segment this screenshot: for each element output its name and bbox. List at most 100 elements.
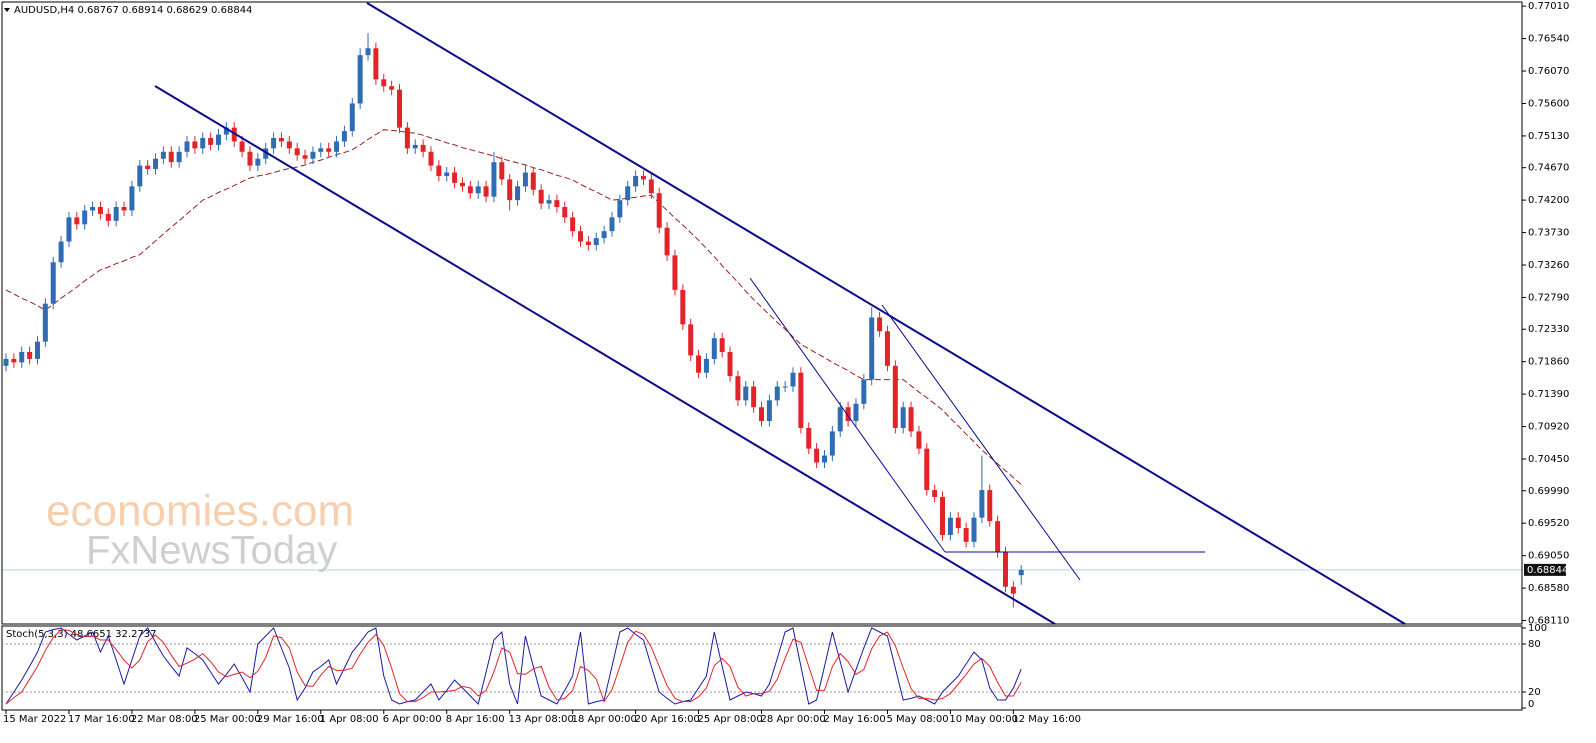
candle-body bbox=[884, 331, 890, 366]
candle-body bbox=[286, 141, 292, 149]
candle-body bbox=[995, 521, 1001, 553]
candle-body bbox=[318, 148, 324, 152]
x-tick-label: 12 May 16:00 bbox=[1012, 714, 1081, 725]
candle-body bbox=[483, 186, 489, 197]
candle-body bbox=[349, 103, 355, 132]
stoch-line bbox=[5, 629, 1022, 705]
candle-body bbox=[452, 172, 458, 183]
candle-body bbox=[263, 148, 269, 159]
candle-body bbox=[806, 427, 812, 449]
candle-body bbox=[664, 227, 670, 256]
candle-body bbox=[821, 455, 827, 463]
candle-body bbox=[869, 317, 875, 380]
y-tick-label: 0.75600 bbox=[1528, 98, 1569, 109]
candle-body bbox=[932, 490, 938, 497]
y-tick-label: 100 bbox=[1528, 623, 1547, 634]
candle-body bbox=[546, 200, 552, 204]
candle-body bbox=[680, 289, 686, 325]
candle-body bbox=[719, 338, 725, 353]
candle-body bbox=[845, 407, 851, 422]
candle-body bbox=[916, 431, 922, 449]
candle-body bbox=[861, 379, 867, 404]
x-tick-label: 1 Apr 08:00 bbox=[320, 714, 379, 725]
x-tick-label: 29 Mar 16:00 bbox=[257, 714, 324, 725]
x-tick-label: 25 Apr 08:00 bbox=[698, 714, 763, 725]
candle-body bbox=[593, 238, 599, 246]
candle-body bbox=[278, 137, 284, 142]
candle-body bbox=[3, 358, 9, 366]
candle-body bbox=[790, 372, 796, 387]
x-tick-label: 2 May 16:00 bbox=[823, 714, 885, 725]
candle-body bbox=[743, 386, 749, 401]
trend-line bbox=[749, 277, 946, 553]
candle-body bbox=[782, 386, 788, 388]
candle-body bbox=[656, 193, 662, 228]
candle-body bbox=[625, 186, 631, 201]
x-tick-label: 25 Mar 00:00 bbox=[194, 714, 261, 725]
candle-body bbox=[562, 207, 568, 218]
candle-body bbox=[27, 352, 33, 359]
candle-body bbox=[648, 179, 654, 194]
y-tick-label: 20 bbox=[1528, 687, 1541, 698]
x-tick-label: 13 Apr 08:00 bbox=[509, 714, 574, 725]
candle-body bbox=[192, 141, 198, 149]
candle-body bbox=[522, 172, 528, 187]
candle-body bbox=[727, 352, 733, 377]
candle-body bbox=[578, 231, 584, 242]
candle-body bbox=[703, 358, 709, 373]
candle-body bbox=[66, 217, 72, 242]
channel-line bbox=[154, 85, 1056, 625]
candle-body bbox=[113, 207, 119, 221]
candle-body bbox=[530, 172, 536, 190]
candle-body bbox=[585, 241, 591, 246]
candle-body bbox=[979, 490, 985, 518]
y-tick-label: 0.69050 bbox=[1528, 551, 1569, 562]
candle-body bbox=[215, 134, 221, 145]
candle-body bbox=[404, 127, 410, 149]
candle-body bbox=[853, 403, 859, 422]
candle-body bbox=[239, 141, 245, 152]
watermark: FxNewsToday bbox=[86, 529, 337, 573]
candle-body bbox=[381, 79, 387, 87]
candle-body bbox=[735, 376, 741, 401]
candle-body bbox=[759, 407, 765, 422]
candle-body bbox=[334, 141, 340, 152]
candle-body bbox=[459, 182, 465, 187]
candle-body bbox=[837, 407, 843, 432]
candle-body bbox=[50, 262, 56, 304]
x-tick-label: 18 Apr 00:00 bbox=[572, 714, 637, 725]
candle-body bbox=[688, 324, 694, 356]
candle-body bbox=[475, 186, 481, 194]
y-tick-label: 0.75130 bbox=[1528, 131, 1569, 142]
candle-body bbox=[444, 172, 450, 176]
candle-body bbox=[711, 338, 717, 359]
candle-body bbox=[373, 48, 379, 80]
y-tick-label: 0.72330 bbox=[1528, 324, 1569, 335]
candle-body bbox=[365, 48, 371, 56]
candle-body bbox=[326, 148, 332, 152]
trendlines bbox=[154, 2, 1406, 625]
candle-body bbox=[507, 179, 513, 201]
candle-body bbox=[467, 186, 473, 194]
stoch-line bbox=[5, 627, 1022, 705]
candle-body bbox=[168, 151, 174, 163]
candle-body bbox=[617, 200, 623, 218]
y-tick-label: 0.72790 bbox=[1528, 292, 1569, 303]
candle-body bbox=[798, 372, 804, 428]
candle-body bbox=[751, 386, 757, 408]
x-tick-label: 28 Apr 00:00 bbox=[761, 714, 826, 725]
candle-body bbox=[774, 386, 780, 401]
candle-body bbox=[814, 448, 820, 463]
candle-body bbox=[412, 144, 418, 149]
indicator-title: Stoch(5,3,3) 48.6651 32.2737 bbox=[6, 629, 157, 640]
candle-body bbox=[696, 355, 702, 373]
last-price-label: 0.68844 bbox=[1527, 565, 1568, 576]
candle-body bbox=[231, 127, 237, 142]
candle-body bbox=[310, 151, 316, 159]
candle-body bbox=[955, 517, 961, 529]
candle-body bbox=[554, 200, 560, 208]
candle-body bbox=[271, 137, 277, 149]
candle-body bbox=[609, 217, 615, 232]
